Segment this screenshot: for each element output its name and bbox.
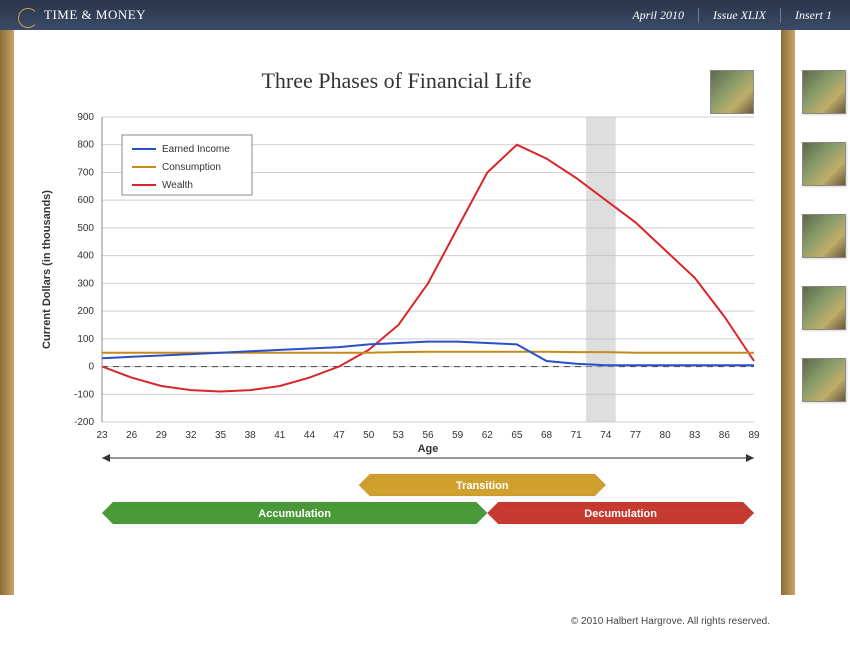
thumbnail-column xyxy=(802,70,848,430)
svg-text:68: 68 xyxy=(541,430,553,441)
svg-text:59: 59 xyxy=(452,430,464,441)
svg-text:38: 38 xyxy=(245,430,257,441)
header-meta: April 2010 Issue XLIX Insert 1 xyxy=(632,0,832,30)
svg-text:200: 200 xyxy=(77,306,94,317)
copyright-text: © 2010 Halbert Hargrove. All rights rese… xyxy=(571,616,770,627)
svg-text:41: 41 xyxy=(274,430,286,441)
thumbnail-image xyxy=(802,286,846,330)
svg-text:50: 50 xyxy=(363,430,375,441)
svg-text:800: 800 xyxy=(77,140,94,151)
chart-title: Three Phases of Financial Life xyxy=(24,68,769,94)
svg-text:89: 89 xyxy=(748,430,760,441)
header-bar: TIME & MONEY April 2010 Issue XLIX Inser… xyxy=(0,0,850,30)
svg-text:700: 700 xyxy=(77,167,94,178)
svg-text:53: 53 xyxy=(393,430,405,441)
brand-title: TIME & MONEY xyxy=(44,7,146,23)
svg-text:-200: -200 xyxy=(74,417,94,428)
content-area: Three Phases of Financial Life -200 -100 0… xyxy=(24,30,769,610)
svg-text:26: 26 xyxy=(126,430,138,441)
svg-text:0: 0 xyxy=(88,362,94,373)
svg-text:74: 74 xyxy=(600,430,612,441)
thumbnail-image xyxy=(710,70,754,114)
svg-text:32: 32 xyxy=(185,430,197,441)
svg-text:500: 500 xyxy=(77,223,94,234)
line-chart: -200 -100 0 100 200 300 400 500 600 700 800 900 23 26… xyxy=(24,102,769,572)
svg-text:29: 29 xyxy=(156,430,168,441)
thumbnail-image xyxy=(802,142,846,186)
insert-number: Insert 1 xyxy=(780,8,832,23)
svg-text:900: 900 xyxy=(77,112,94,123)
svg-text:300: 300 xyxy=(77,278,94,289)
issue-number: Issue XLIX xyxy=(698,8,766,23)
svg-text:Earned Income: Earned Income xyxy=(162,144,230,155)
svg-text:35: 35 xyxy=(215,430,227,441)
logo-icon xyxy=(18,8,38,28)
svg-text:77: 77 xyxy=(630,430,642,441)
svg-text:56: 56 xyxy=(422,430,434,441)
svg-text:83: 83 xyxy=(689,430,701,441)
svg-text:86: 86 xyxy=(719,430,731,441)
svg-text:600: 600 xyxy=(77,195,94,206)
svg-text:23: 23 xyxy=(96,430,108,441)
svg-text:62: 62 xyxy=(482,430,494,441)
svg-text:Consumption: Consumption xyxy=(162,162,221,173)
svg-text:Decumulation: Decumulation xyxy=(584,508,657,520)
svg-text:Accumulation: Accumulation xyxy=(258,508,331,520)
thumbnail-image xyxy=(802,358,846,402)
svg-text:Current Dollars (in thousands): Current Dollars (in thousands) xyxy=(41,190,53,349)
svg-text:71: 71 xyxy=(571,430,583,441)
issue-date: April 2010 xyxy=(632,8,684,23)
svg-text:44: 44 xyxy=(304,430,316,441)
right-accent-bar xyxy=(781,30,795,595)
svg-text:65: 65 xyxy=(511,430,523,441)
svg-text:80: 80 xyxy=(660,430,672,441)
svg-text:Wealth: Wealth xyxy=(162,180,193,191)
svg-text:Age: Age xyxy=(418,443,439,455)
page-body: Three Phases of Financial Life -200 -100 0… xyxy=(0,30,850,645)
svg-text:100: 100 xyxy=(77,334,94,345)
svg-text:Transition: Transition xyxy=(456,480,509,492)
thumbnail-image xyxy=(802,214,846,258)
thumbnail-image xyxy=(802,70,846,114)
svg-text:-100: -100 xyxy=(74,389,94,400)
svg-text:47: 47 xyxy=(334,430,346,441)
svg-text:400: 400 xyxy=(77,251,94,262)
left-accent-bar xyxy=(0,30,14,595)
